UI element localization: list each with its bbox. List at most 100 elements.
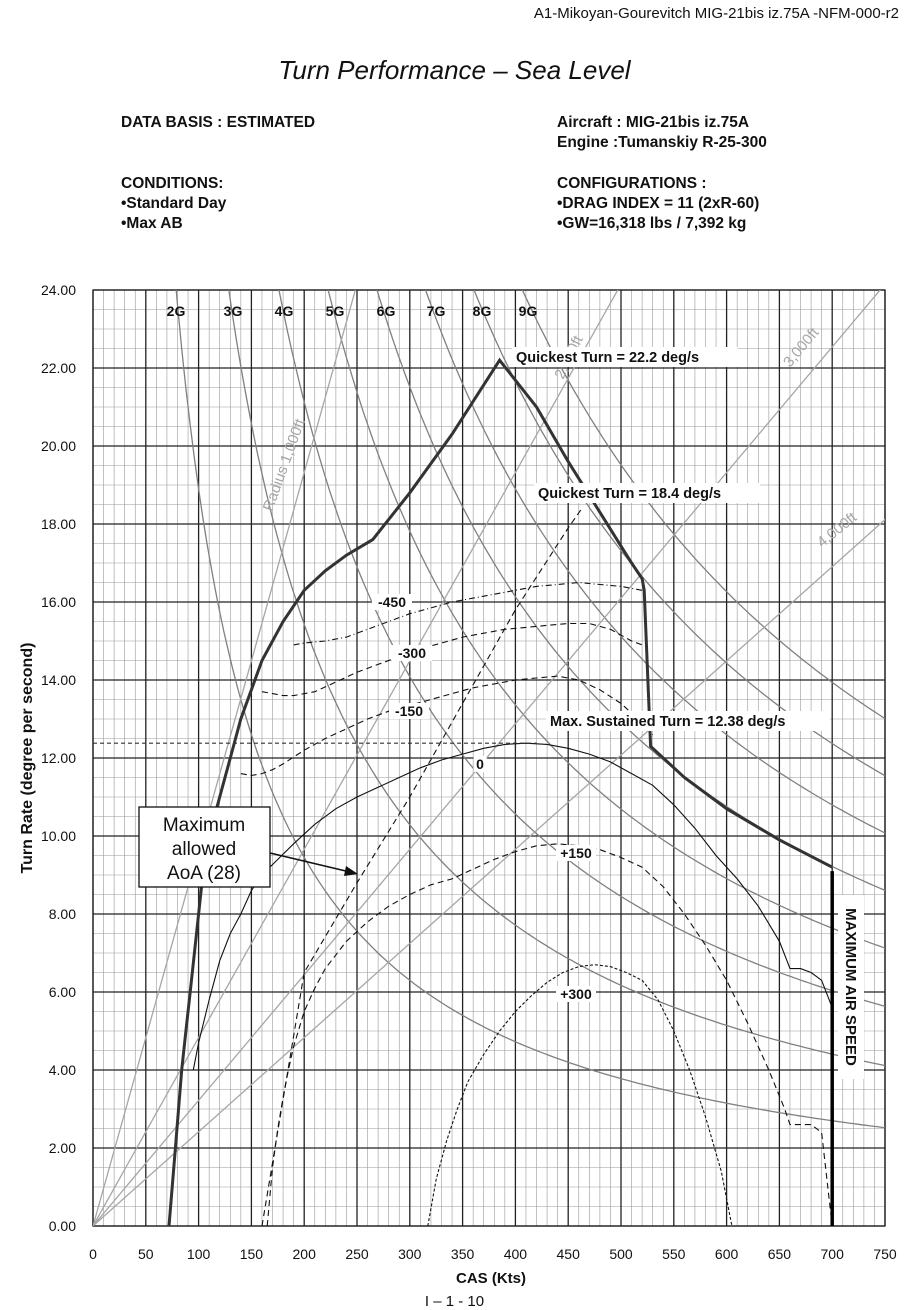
ps-curve xyxy=(427,964,733,1226)
x-tick-label: 600 xyxy=(715,1246,739,1262)
series-label: -450 xyxy=(378,594,406,610)
y-tick-label: 6.00 xyxy=(49,984,76,1000)
x-tick-label: 0 xyxy=(89,1246,97,1262)
ps-curve xyxy=(240,675,654,777)
max-air-speed-label: MAXIMUM AIR SPEED xyxy=(842,908,859,1066)
radius-line-label: 3,000ft xyxy=(780,324,823,371)
constant-g-line xyxy=(278,290,885,1007)
aoa-callout-arrowhead xyxy=(344,866,358,876)
ps-curve xyxy=(266,843,833,1226)
ps-curve xyxy=(192,742,833,1071)
series-label-bg xyxy=(556,986,596,1002)
y-axis-label: Turn Rate (degree per second) xyxy=(19,643,36,874)
y-tick-label: 8.00 xyxy=(49,906,76,922)
x-tick-label: 400 xyxy=(504,1246,528,1262)
constant-g-line xyxy=(327,290,885,949)
x-tick-label: 350 xyxy=(451,1246,475,1262)
annotation-bg xyxy=(546,711,830,731)
data-basis-block: DATA BASIS : ESTIMATED xyxy=(121,113,315,133)
configuration-item: •GW=16,318 lbs / 7,392 kg xyxy=(557,215,747,232)
max-turn-envelope xyxy=(167,357,833,1226)
g-line-label: 8G xyxy=(473,303,492,319)
y-tick-label: 0.00 xyxy=(49,1218,76,1234)
conditions-title: CONDITIONS: xyxy=(121,175,224,192)
y-tick-label: 22.00 xyxy=(41,360,76,376)
aircraft-block: Aircraft : MIG-21bis iz.75A Engine :Tuma… xyxy=(557,113,767,153)
radius-line-label: 4,000ft xyxy=(814,509,861,552)
series-label-bg xyxy=(392,645,432,661)
conditions-block: CONDITIONS: •Standard Day •Max AB xyxy=(121,174,226,234)
aoa-callout-text: allowed xyxy=(172,839,236,860)
radius-line xyxy=(93,290,357,1226)
y-tick-label: 20.00 xyxy=(41,438,76,454)
series-label-bg xyxy=(473,756,487,772)
constant-g-line xyxy=(473,290,885,777)
aoa-callout-box xyxy=(138,806,271,888)
constant-g-line xyxy=(228,290,885,1067)
annotation-bg xyxy=(512,347,738,367)
chart-title: Turn Performance – Sea Level xyxy=(278,55,631,85)
g-line-label: 9G xyxy=(519,303,538,319)
annotation-text: Quickest Turn = 22.2 deg/s xyxy=(516,350,699,366)
configuration-item: •DRAG INDEX = 11 (2xR-60) xyxy=(557,195,760,212)
radius-line xyxy=(93,290,881,1226)
g-line-label: 2G xyxy=(167,303,186,319)
x-tick-label: 250 xyxy=(345,1246,369,1262)
document-header: A1-Mikoyan-Gourevitch MIG-21bis iz.75A -… xyxy=(533,5,899,22)
radius-line xyxy=(93,518,885,1226)
x-tick-label: 500 xyxy=(609,1246,633,1262)
series-label-bg xyxy=(556,845,596,861)
data-basis: DATA BASIS : ESTIMATED xyxy=(121,114,316,131)
y-tick-label: 12.00 xyxy=(41,750,76,766)
y-tick-label: 4.00 xyxy=(49,1062,76,1078)
aoa-limit-line xyxy=(261,508,583,1226)
series-label: -150 xyxy=(395,703,423,719)
series-label: +150 xyxy=(560,845,592,861)
max-air-speed-label-bg xyxy=(838,895,864,1079)
y-tick-label: 14.00 xyxy=(41,672,76,688)
x-tick-label: 750 xyxy=(873,1246,897,1262)
page-number: I – 1 - 10 xyxy=(424,1293,485,1310)
annotation-text: Quickest Turn = 18.4 deg/s xyxy=(538,486,721,502)
y-tick-label: 10.00 xyxy=(41,828,76,844)
x-tick-label: 150 xyxy=(240,1246,264,1262)
x-tick-label: 650 xyxy=(768,1246,792,1262)
series-label-bg xyxy=(372,594,412,610)
condition-item: •Standard Day xyxy=(121,195,227,212)
series-label: -300 xyxy=(398,645,426,661)
g-line-label: 4G xyxy=(275,303,294,319)
g-line-label: 5G xyxy=(326,303,345,319)
configurations-block: CONFIGURATIONS : •DRAG INDEX = 11 (2xR-6… xyxy=(557,174,759,234)
condition-item: •Max AB xyxy=(121,215,183,232)
y-tick-label: 16.00 xyxy=(41,594,76,610)
series-label-bg xyxy=(389,703,429,719)
y-tick-label: 24.00 xyxy=(41,282,76,298)
x-tick-label: 300 xyxy=(398,1246,422,1262)
radius-line xyxy=(93,290,619,1226)
x-tick-label: 550 xyxy=(662,1246,686,1262)
aircraft: Aircraft : MIG-21bis iz.75A xyxy=(557,114,750,131)
y-tick-label: 18.00 xyxy=(41,516,76,532)
configurations-title: CONFIGURATIONS : xyxy=(557,175,707,192)
x-axis-label: CAS (Kts) xyxy=(456,1270,526,1287)
annotation-text: Max. Sustained Turn = 12.38 deg/s xyxy=(550,714,785,730)
x-tick-label: 450 xyxy=(557,1246,581,1262)
series-label: +300 xyxy=(560,986,592,1002)
annotation-bg xyxy=(534,483,760,503)
series-label: 0 xyxy=(476,756,484,772)
radius-line-label: Radius 1,000ft xyxy=(260,416,309,513)
plot-frame xyxy=(92,289,886,1227)
constant-g-line xyxy=(175,290,885,1129)
x-tick-label: 100 xyxy=(187,1246,211,1262)
x-tick-label: 700 xyxy=(821,1246,845,1262)
ps-curve xyxy=(261,622,643,697)
g-line-label: 6G xyxy=(377,303,396,319)
aoa-callout-text: Maximum xyxy=(163,815,245,836)
y-tick-label: 2.00 xyxy=(49,1140,76,1156)
engine: Engine :Tumanskiy R-25-300 xyxy=(557,134,767,151)
aoa-callout-text: AoA (28) xyxy=(167,863,241,884)
g-line-label: 3G xyxy=(224,303,243,319)
x-tick-label: 50 xyxy=(138,1246,154,1262)
aoa-callout-arrow xyxy=(269,852,351,873)
